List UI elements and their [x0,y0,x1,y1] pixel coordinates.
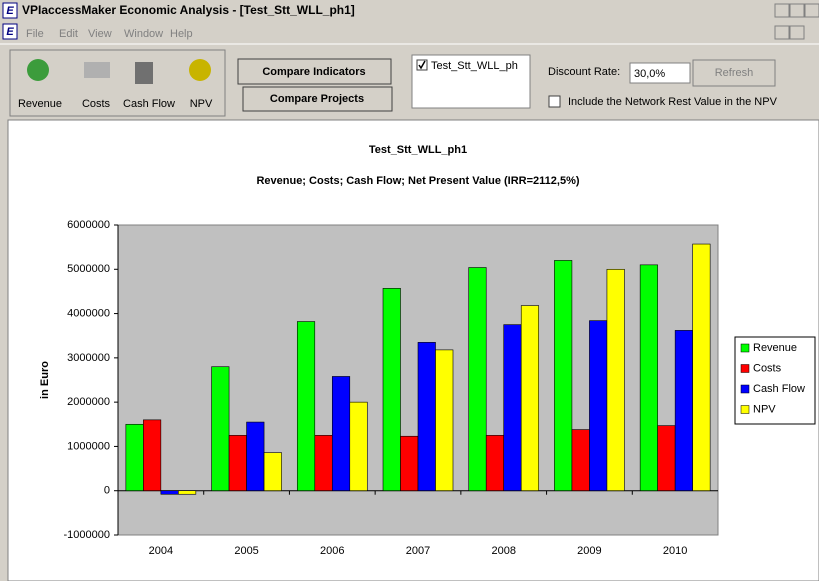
bar [125,423,144,492]
button-label[interactable]: Compare Indicators [262,66,365,78]
include-checkbox[interactable] [548,95,561,108]
menu-item[interactable]: View [88,28,112,40]
button-label[interactable]: Refresh [715,67,754,79]
legend-swatch [740,343,750,353]
bar [246,421,265,492]
legend-swatch [740,405,750,414]
bar [178,490,197,495]
y-tick-label: 5000000 [67,263,110,275]
bar [589,320,608,492]
compare-indicators-btn[interactable] [237,58,392,85]
indicator-group [9,49,226,117]
indicator-label[interactable]: NPV [190,98,213,110]
x-tick-label: 2008 [491,545,515,557]
project-item[interactable]: Test_Stt_WLL_ph [431,60,518,72]
bar [468,267,487,492]
costs-icon[interactable] [84,62,110,78]
bar [417,342,436,492]
x-tick-label: 2009 [577,545,601,557]
chart-subtitle: Revenue; Costs; Cash Flow; Net Present V… [256,175,579,187]
y-tick-label: 2000000 [67,396,110,408]
indicator-label[interactable]: Revenue [18,98,62,110]
x-tick-label: 2004 [149,545,173,557]
refresh-btn[interactable] [692,59,776,87]
indicator-label[interactable]: Cash Flow [123,98,175,110]
menu-item[interactable]: Window [124,28,163,40]
chart-title: Test_Stt_WLL_ph1 [369,144,467,156]
legend-label: Revenue [753,342,797,354]
bar [485,435,505,492]
maximize[interactable] [789,3,805,18]
y-tick-label: 6000000 [67,219,110,231]
compare-projects-btn[interactable] [242,86,393,112]
y-tick-label: -1000000 [64,529,111,541]
doc-icon-box [2,23,18,40]
app-icon-box [2,2,18,19]
include-label[interactable]: Include the Network Rest Value in the NP… [568,96,778,108]
project-list[interactable] [411,54,531,109]
minimize[interactable] [774,3,790,18]
x-tick-label: 2007 [406,545,430,557]
bar [435,349,454,492]
bar [382,288,401,492]
bar [400,435,419,492]
y-tick-label: 3000000 [67,352,110,364]
bar [520,305,540,492]
bar [554,260,573,492]
doc-restore[interactable] [789,25,805,40]
x-tick-label: 2006 [320,545,344,557]
y-axis-label: in Euro [39,361,51,399]
revenue-icon[interactable] [27,59,49,81]
bar [228,435,247,492]
checkmark [418,60,426,70]
npv-icon[interactable] [189,59,211,81]
doc-icon: E [6,26,14,38]
doc-minimize[interactable] [774,25,790,40]
bar [503,324,522,492]
legend-label: Costs [753,362,782,374]
indicator-label[interactable]: Costs [82,98,111,110]
app-icon: E [6,5,14,17]
y-tick-label: 0 [104,485,110,497]
menu-item[interactable]: File [26,28,44,40]
title-bar [0,0,819,21]
legend-swatch [740,384,750,394]
bar [674,330,693,492]
close[interactable] [804,3,819,18]
bar [160,490,179,495]
x-tick-label: 2005 [234,545,258,557]
bar [657,425,676,492]
button-label[interactable]: Compare Projects [270,93,364,105]
bar [331,376,351,492]
menu-item[interactable]: Help [170,28,193,40]
discount-label: Discount Rate: [548,66,620,78]
y-tick-label: 1000000 [67,440,110,452]
window-title: VPIaccessMaker Economic Analysis - [Test… [22,3,355,17]
bar [296,321,316,492]
bar [143,419,162,492]
bar [263,452,282,492]
menu-item[interactable]: Edit [59,28,78,40]
bar [314,435,333,492]
bar [349,401,368,492]
cashflow-icon[interactable] [135,62,153,84]
bar [606,268,625,492]
x-tick-label: 2010 [663,545,687,557]
discount-input[interactable] [629,62,691,84]
y-tick-label: 4000000 [67,307,110,319]
bar [571,429,590,492]
bar [639,264,658,492]
bar [211,366,230,492]
legend-label: NPV [753,403,776,415]
discount-value[interactable]: 30,0% [634,68,665,80]
legend-swatch [740,364,750,373]
bar [692,243,711,492]
legend-label: Cash Flow [753,383,805,395]
